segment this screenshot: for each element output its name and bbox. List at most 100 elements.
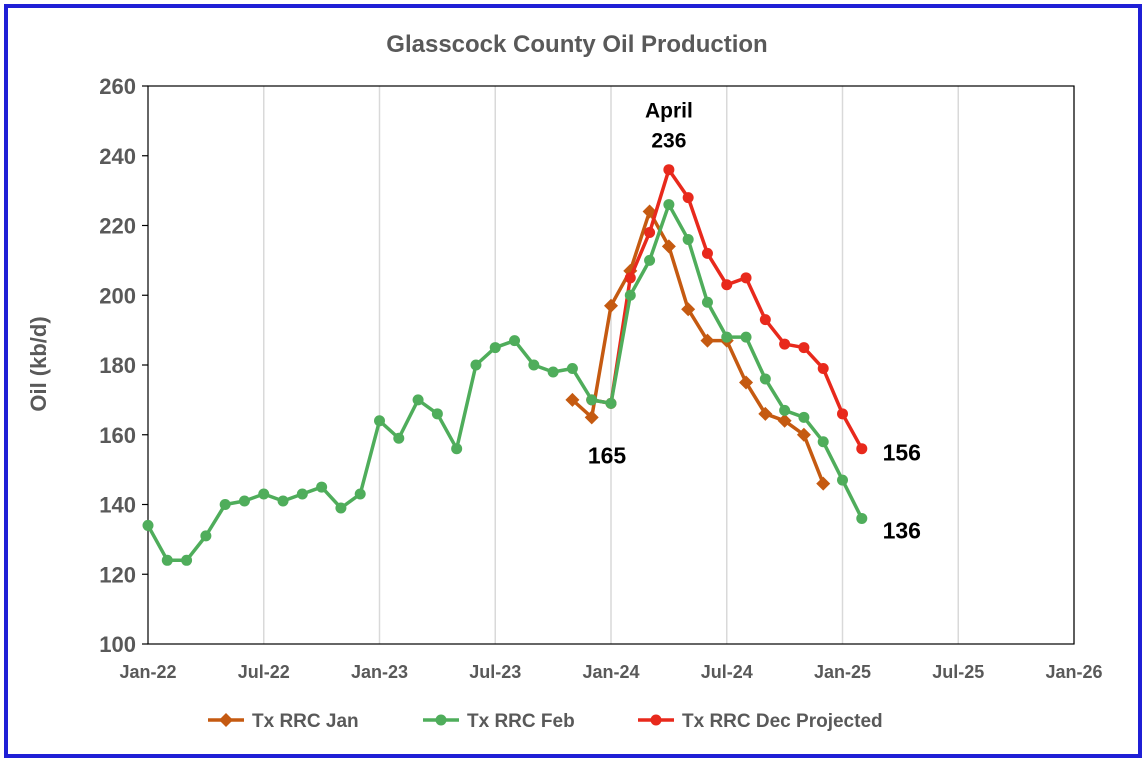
data-point-tx-rrc-dec-projected — [663, 164, 675, 176]
data-point-tx-rrc-feb — [779, 404, 791, 416]
data-point-tx-rrc-dec-projected — [682, 192, 694, 204]
data-point-tx-rrc-feb — [586, 394, 598, 406]
data-point-tx-rrc-dec-projected — [721, 279, 733, 291]
legend-item-tx-rrc-feb: Tx RRC Feb — [423, 711, 575, 732]
data-point-tx-rrc-feb — [547, 366, 559, 378]
data-point-tx-rrc-feb — [181, 554, 193, 566]
data-point-tx-rrc-feb — [605, 397, 617, 409]
data-point-tx-rrc-feb — [624, 289, 636, 301]
data-point-tx-rrc-dec-projected — [701, 247, 713, 259]
y-tick-label: 260 — [99, 74, 136, 99]
legend-label: Tx RRC Jan — [252, 711, 359, 732]
data-point-tx-rrc-dec-projected — [856, 443, 868, 455]
data-point-tx-rrc-feb — [296, 488, 308, 500]
data-point-tx-rrc-jan — [681, 302, 696, 317]
legend-item-tx-rrc-dec-projected: Tx RRC Dec Projected — [638, 711, 883, 732]
y-tick-label: 200 — [99, 283, 136, 308]
axes-layer: Jan-22 Jul-22 Jan-23 Jul-23 Jan-24 Jul-24 Jan-… — [99, 74, 1102, 682]
data-point-tx-rrc-feb — [759, 373, 771, 385]
y-tick-label: 220 — [99, 214, 136, 239]
legend: Tx RRC Jan Tx RRC Feb Tx RRC Dec Projected — [208, 711, 883, 732]
data-point-tx-rrc-dec-projected — [798, 342, 810, 354]
data-point-tx-rrc-feb — [354, 488, 366, 500]
data-point-tx-rrc-feb — [528, 359, 540, 371]
data-point-tx-rrc-feb — [161, 554, 173, 566]
series-layer — [142, 164, 868, 566]
x-tick-label: Jan-25 — [814, 662, 871, 682]
data-point-tx-rrc-feb — [663, 199, 675, 211]
data-point-tx-rrc-jan — [816, 476, 831, 491]
y-axis-label: Oil (kb/d) — [26, 316, 51, 411]
data-point-tx-rrc-feb — [489, 342, 501, 354]
annotation-label: 236 — [651, 130, 686, 153]
data-point-tx-rrc-feb — [219, 499, 231, 510]
data-point-tx-rrc-jan — [796, 427, 811, 442]
x-tick-label: Jan-23 — [351, 662, 408, 682]
data-point-tx-rrc-jan — [584, 410, 599, 425]
x-tick-label: Jul-25 — [932, 662, 984, 682]
data-point-tx-rrc-feb — [431, 408, 443, 420]
data-point-tx-rrc-feb — [393, 432, 405, 444]
x-tick-label: Jan-26 — [1045, 662, 1102, 682]
chart-frame: Glasscock County Oil Production Jan-22 Ju… — [4, 4, 1142, 758]
legend-item-tx-rrc-jan: Tx RRC Jan — [208, 711, 359, 732]
data-point-tx-rrc-jan — [739, 375, 754, 390]
data-point-tx-rrc-feb — [682, 233, 694, 245]
data-point-tx-rrc-jan — [565, 392, 580, 407]
data-point-tx-rrc-feb — [856, 512, 868, 524]
y-tick-label: 160 — [99, 423, 136, 448]
x-tick-label: Jul-23 — [469, 662, 521, 682]
data-point-tx-rrc-feb — [374, 415, 385, 427]
data-point-tx-rrc-feb — [721, 331, 733, 343]
legend-label: Tx RRC Feb — [467, 711, 575, 732]
annotation-label: 156 — [883, 440, 921, 466]
data-point-tx-rrc-dec-projected — [740, 272, 752, 284]
data-point-tx-rrc-feb — [470, 359, 482, 371]
data-point-tx-rrc-feb — [798, 411, 810, 423]
data-point-tx-rrc-feb — [200, 530, 212, 542]
y-tick-label: 180 — [99, 353, 136, 378]
data-point-tx-rrc-feb — [277, 495, 289, 507]
series-tx-rrc-jan — [565, 204, 831, 491]
data-point-tx-rrc-feb — [817, 436, 829, 448]
legend-swatch-marker — [219, 713, 233, 727]
data-point-tx-rrc-feb — [335, 502, 347, 514]
data-point-tx-rrc-jan — [758, 406, 773, 421]
series-tx-rrc-feb — [142, 199, 868, 566]
data-point-tx-rrc-dec-projected — [759, 314, 771, 326]
data-point-tx-rrc-feb — [412, 394, 424, 406]
data-point-tx-rrc-dec-projected — [644, 226, 656, 238]
data-point-tx-rrc-feb — [566, 362, 578, 374]
legend-label: Tx RRC Dec Projected — [682, 711, 883, 732]
x-tick-label: Jul-24 — [701, 662, 753, 682]
data-point-tx-rrc-feb — [837, 474, 848, 486]
y-tick-label: 120 — [99, 562, 136, 587]
data-point-tx-rrc-feb — [142, 519, 154, 531]
data-point-tx-rrc-feb — [740, 331, 752, 343]
data-point-tx-rrc-dec-projected — [624, 272, 636, 284]
annotation-label: 136 — [883, 517, 921, 543]
series-line-tx-rrc-feb — [146, 202, 864, 563]
data-point-tx-rrc-dec-projected — [837, 408, 848, 420]
grid-layer — [263, 86, 1075, 644]
y-tick-label: 240 — [99, 144, 136, 169]
data-point-tx-rrc-feb — [451, 443, 463, 455]
y-tick-label: 100 — [99, 632, 136, 657]
data-point-tx-rrc-feb — [701, 296, 713, 308]
data-point-tx-rrc-jan — [700, 333, 715, 348]
data-point-tx-rrc-feb — [316, 481, 328, 493]
data-point-tx-rrc-feb — [238, 495, 250, 507]
data-point-tx-rrc-feb — [509, 335, 521, 347]
annotation-layer: April 236 165 156 136 — [588, 100, 921, 544]
data-point-tx-rrc-dec-projected — [779, 338, 791, 350]
y-tick-label: 140 — [99, 493, 136, 518]
annotation-label: 165 — [588, 442, 627, 468]
data-point-tx-rrc-jan — [777, 413, 792, 428]
data-point-tx-rrc-jan — [642, 204, 657, 219]
data-point-tx-rrc-feb — [258, 488, 270, 500]
chart-svg: Glasscock County Oil Production Jan-22 Ju… — [26, 31, 1103, 732]
data-point-tx-rrc-dec-projected — [817, 362, 829, 374]
chart-title: Glasscock County Oil Production — [386, 31, 767, 58]
legend-swatch-marker — [435, 714, 447, 726]
x-tick-label: Jan-24 — [582, 662, 639, 682]
